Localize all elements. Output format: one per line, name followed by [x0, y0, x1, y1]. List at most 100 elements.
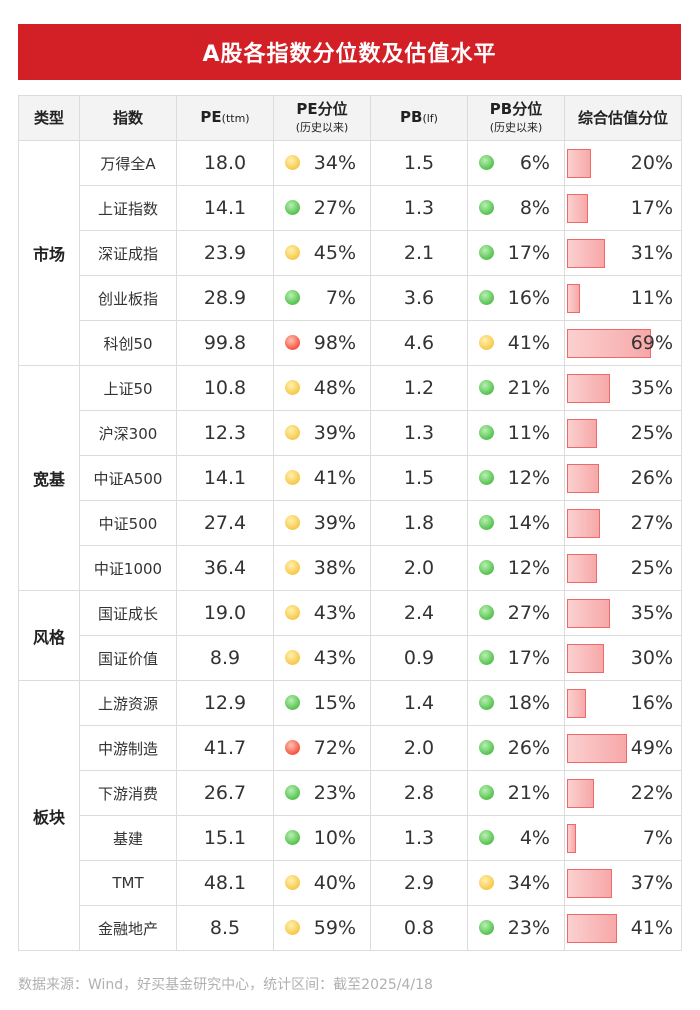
- status-dot-icon: [285, 425, 300, 440]
- index-name: 下游消费: [79, 770, 177, 816]
- pe-percentile-cell: 27%: [273, 185, 371, 231]
- combined-percentile: 22%: [630, 782, 673, 804]
- table-row: 创业板指 28.9 7% 3.6 16% 11%: [19, 275, 682, 321]
- pe-value: 12.3: [176, 410, 274, 456]
- combined-percentile-cell: 37%: [564, 860, 682, 906]
- pb-percentile-cell: 8%: [467, 185, 565, 231]
- pe-value: 10.8: [176, 365, 274, 411]
- group-label: 宽基: [18, 365, 80, 591]
- pe-percentile-cell: 98%: [273, 320, 371, 366]
- status-dot-icon: [479, 200, 494, 215]
- combined-percentile-cell: 25%: [564, 410, 682, 456]
- group-label: 市场: [18, 140, 80, 366]
- header-pe-label: PE: [200, 108, 222, 126]
- pb-value: 2.9: [370, 860, 468, 906]
- pe-percentile: 72%: [313, 737, 356, 759]
- pb-percentile-cell: 4%: [467, 815, 565, 861]
- header-pe-pct: PE分位 (历史以来): [273, 95, 371, 141]
- combined-percentile-cell: 31%: [564, 230, 682, 276]
- status-dot-icon: [479, 785, 494, 800]
- index-name: 上证50: [79, 365, 177, 411]
- header-index: 指数: [79, 95, 177, 141]
- pb-value: 1.4: [370, 680, 468, 726]
- index-name: 国证价值: [79, 635, 177, 681]
- combined-percentile-cell: 35%: [564, 365, 682, 411]
- pb-value: 3.6: [370, 275, 468, 321]
- combined-bar: [567, 914, 617, 943]
- pe-value: 12.9: [176, 680, 274, 726]
- table-row: 中证500 27.4 39% 1.8 14% 27%: [19, 500, 682, 546]
- combined-percentile-cell: 30%: [564, 635, 682, 681]
- status-dot-icon: [285, 830, 300, 845]
- pb-percentile-cell: 12%: [467, 545, 565, 591]
- header-pe-unit: (ttm): [221, 112, 250, 125]
- pb-percentile: 34%: [507, 872, 550, 894]
- table-row: 中游制造 41.7 72% 2.0 26% 49%: [19, 725, 682, 771]
- status-dot-icon: [285, 155, 300, 170]
- combined-bar: [567, 509, 600, 538]
- table-row: 上证指数 14.1 27% 1.3 8% 17%: [19, 185, 682, 231]
- pb-percentile: 21%: [507, 377, 550, 399]
- pe-percentile-cell: 10%: [273, 815, 371, 861]
- pb-percentile-cell: 14%: [467, 500, 565, 546]
- status-dot-icon: [285, 875, 300, 890]
- pe-value: 15.1: [176, 815, 274, 861]
- pe-percentile-cell: 43%: [273, 590, 371, 636]
- pb-percentile-cell: 21%: [467, 770, 565, 816]
- combined-percentile: 7%: [642, 827, 673, 849]
- combined-bar: [567, 374, 610, 403]
- status-dot-icon: [285, 920, 300, 935]
- status-dot-icon: [285, 515, 300, 530]
- group-label: 板块: [18, 680, 80, 951]
- pe-percentile: 45%: [313, 242, 356, 264]
- table-row: TMT 48.1 40% 2.9 34% 37%: [19, 860, 682, 906]
- combined-percentile-cell: 11%: [564, 275, 682, 321]
- pe-value: 99.8: [176, 320, 274, 366]
- pb-percentile: 16%: [507, 287, 550, 309]
- pe-percentile-cell: 23%: [273, 770, 371, 816]
- table-row: 沪深300 12.3 39% 1.3 11% 25%: [19, 410, 682, 456]
- pe-value: 27.4: [176, 500, 274, 546]
- table-row: 金融地产 8.5 59% 0.8 23% 41%: [19, 905, 682, 951]
- combined-percentile: 27%: [630, 512, 673, 534]
- table-row: 板块 上游资源 12.9 15% 1.4 18% 16%: [18, 680, 682, 951]
- index-name: TMT: [79, 860, 177, 906]
- status-dot-icon: [479, 425, 494, 440]
- pb-percentile-cell: 6%: [467, 140, 565, 186]
- combined-percentile-cell: 69%: [564, 320, 682, 366]
- combined-percentile-cell: 49%: [564, 725, 682, 771]
- pb-percentile-cell: 27%: [467, 590, 565, 636]
- pb-percentile-cell: 17%: [467, 635, 565, 681]
- pb-percentile-cell: 26%: [467, 725, 565, 771]
- pb-percentile: 17%: [507, 242, 550, 264]
- pb-percentile: 26%: [507, 737, 550, 759]
- index-name: 中证1000: [79, 545, 177, 591]
- pe-value: 41.7: [176, 725, 274, 771]
- pe-percentile: 7%: [325, 287, 356, 309]
- table-row: 宽基 上证50 10.8 48% 1.2 21% 35%: [18, 365, 682, 591]
- pe-value: 48.1: [176, 860, 274, 906]
- pb-percentile: 8%: [519, 197, 550, 219]
- index-name: 基建: [79, 815, 177, 861]
- pe-value: 36.4: [176, 545, 274, 591]
- pb-percentile: 18%: [507, 692, 550, 714]
- pb-value: 1.3: [370, 815, 468, 861]
- combined-percentile: 49%: [630, 737, 673, 759]
- pe-value: 19.0: [176, 590, 274, 636]
- header-row: 类型 指数 PE(ttm) PE分位 (历史以来) PB(lf) PB分位 (历史以…: [18, 95, 682, 141]
- source-note: 数据来源：Wind，好买基金研究中心，统计区间：截至2025/4/18: [18, 977, 433, 993]
- header-pe-pct-label: PE分位: [296, 99, 348, 118]
- status-dot-icon: [285, 470, 300, 485]
- status-dot-icon: [479, 650, 494, 665]
- status-dot-icon: [285, 200, 300, 215]
- index-name: 沪深300: [79, 410, 177, 456]
- index-name: 科创50: [79, 320, 177, 366]
- header-pb-pct-label: PB分位: [489, 99, 543, 118]
- combined-bar: [567, 149, 591, 178]
- combined-bar: [567, 554, 597, 583]
- pb-percentile-cell: 34%: [467, 860, 565, 906]
- pe-value: 14.1: [176, 455, 274, 501]
- pb-value: 0.9: [370, 635, 468, 681]
- combined-percentile: 69%: [630, 332, 673, 354]
- table-row: 风格 国证成长 19.0 43% 2.4 27% 35%: [18, 590, 682, 681]
